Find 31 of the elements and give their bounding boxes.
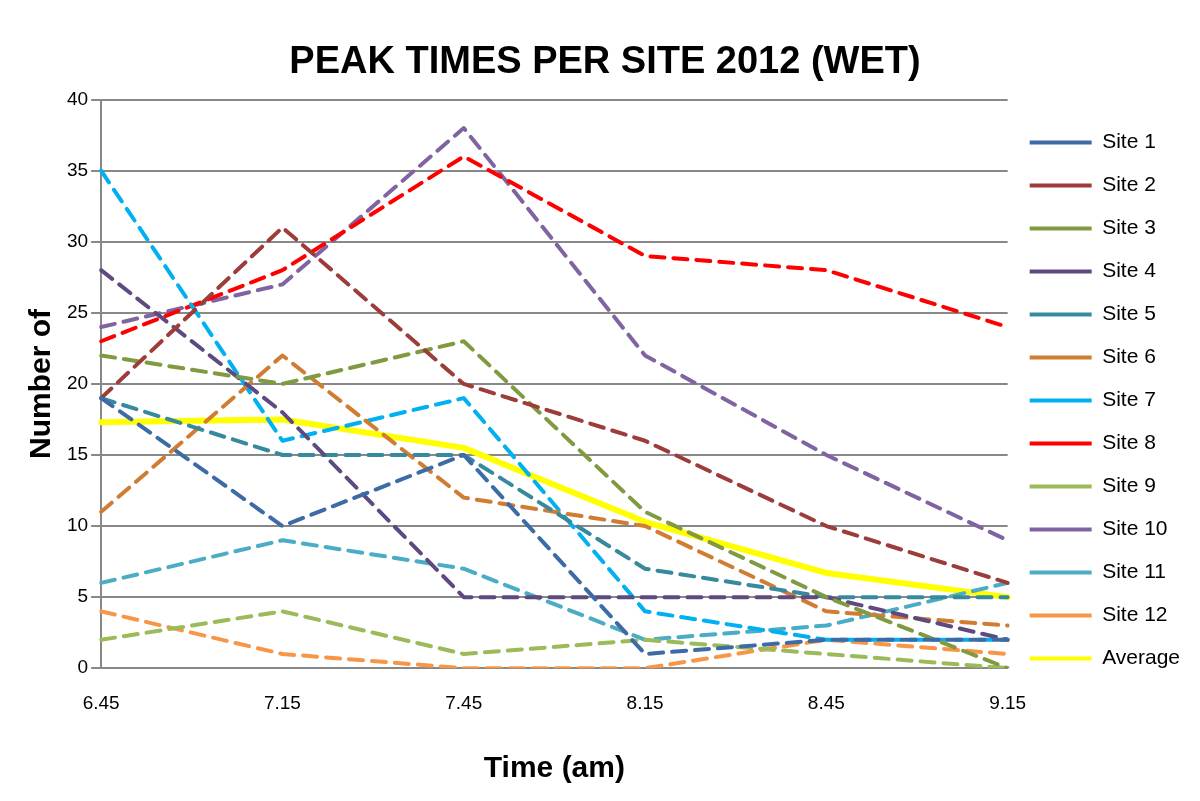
y-tick-label: 0 (77, 656, 89, 678)
x-tick-label: 7.45 (445, 691, 483, 713)
chart-title: PEAK TIMES PER SITE 2012 (WET) (289, 39, 921, 82)
legend-label: Site 4 (1102, 258, 1157, 282)
y-tick-label: 5 (77, 585, 89, 607)
legend-label: Site 3 (1102, 215, 1156, 239)
legend-label: Average (1102, 645, 1181, 669)
x-tick-label: 8.15 (626, 691, 664, 713)
y-tick-label: 30 (66, 229, 89, 251)
legend-label: Site 12 (1102, 602, 1168, 626)
y-tick-label: 35 (66, 158, 89, 180)
y-tick-label: 25 (66, 301, 89, 323)
legend-label: Site 9 (1102, 473, 1156, 497)
y-tick-label: 15 (66, 443, 89, 465)
y-tick-label: 10 (66, 514, 89, 536)
legend-label: Site 6 (1102, 344, 1156, 368)
y-axis-title: Number of (23, 307, 57, 459)
y-tick-label: 40 (66, 87, 89, 109)
legend-label: Site 1 (1102, 129, 1156, 153)
y-tick-label: 20 (66, 372, 89, 394)
x-tick-label: 6.45 (82, 691, 120, 713)
x-tick-label: 9.15 (989, 691, 1027, 713)
legend-label: Site 10 (1102, 516, 1168, 540)
x-tick-label: 7.15 (263, 691, 301, 713)
legend-label: Site 5 (1102, 301, 1156, 325)
legend-label: Site 11 (1102, 559, 1166, 583)
legend-label: Site 8 (1102, 430, 1156, 454)
legend-label: Site 7 (1102, 387, 1156, 411)
legend-label: Site 2 (1102, 172, 1156, 196)
x-tick-label: 8.45 (807, 691, 845, 713)
x-axis-title: Time (am) (483, 750, 625, 784)
